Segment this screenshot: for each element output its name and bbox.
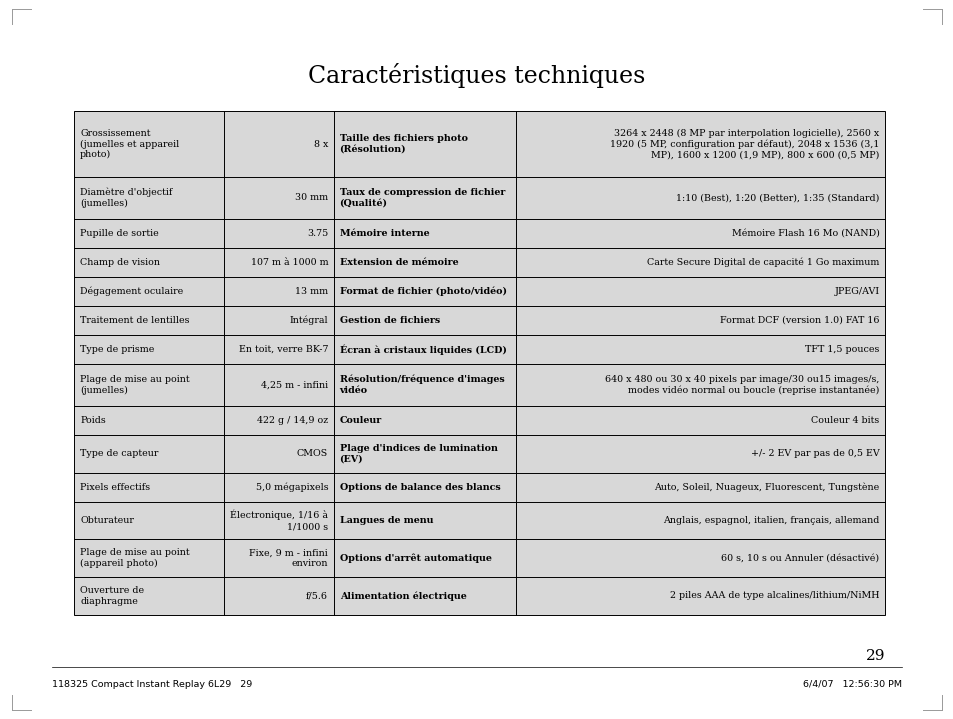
Text: Options de balance des blancs: Options de balance des blancs — [339, 482, 500, 492]
Text: 8 x: 8 x — [314, 139, 328, 149]
Text: Format DCF (version 1.0) FAT 16: Format DCF (version 1.0) FAT 16 — [720, 316, 879, 325]
Text: 118325 Compact Instant Replay 6L29   29: 118325 Compact Instant Replay 6L29 29 — [52, 680, 253, 689]
Bar — [74, 539, 884, 577]
Bar — [74, 435, 884, 472]
Text: 30 mm: 30 mm — [294, 193, 328, 202]
Text: Options d'arrêt automatique: Options d'arrêt automatique — [339, 554, 491, 563]
Text: Auto, Soleil, Nuageux, Fluorescent, Tungstène: Auto, Soleil, Nuageux, Fluorescent, Tung… — [654, 482, 879, 492]
Bar — [74, 406, 884, 435]
Bar — [74, 177, 884, 219]
Text: Ouverture de
diaphragme: Ouverture de diaphragme — [80, 586, 144, 606]
Text: Mémoire interne: Mémoire interne — [339, 229, 429, 238]
Text: Intégral: Intégral — [290, 316, 328, 325]
Text: Couleur 4 bits: Couleur 4 bits — [810, 416, 879, 425]
Text: Mémoire Flash 16 Mo (NAND): Mémoire Flash 16 Mo (NAND) — [731, 229, 879, 238]
Text: 13 mm: 13 mm — [294, 287, 328, 296]
Text: 3264 x 2448 (8 MP par interpolation logicielle), 2560 x
1920 (5 MP, configuratio: 3264 x 2448 (8 MP par interpolation logi… — [610, 129, 879, 160]
Bar — [74, 472, 884, 502]
Text: 1:10 (Best), 1:20 (Better), 1:35 (Standard): 1:10 (Best), 1:20 (Better), 1:35 (Standa… — [676, 193, 879, 202]
Text: Poids: Poids — [80, 416, 106, 425]
Text: Caractéristiques techniques: Caractéristiques techniques — [308, 63, 645, 88]
Text: CMOS: CMOS — [296, 449, 328, 458]
Text: Champ de vision: Champ de vision — [80, 258, 160, 267]
Text: Type de prisme: Type de prisme — [80, 345, 154, 354]
Text: 6/4/07   12:56:30 PM: 6/4/07 12:56:30 PM — [801, 680, 901, 689]
Text: Fixe, 9 m - infini
environ: Fixe, 9 m - infini environ — [249, 549, 328, 568]
Text: Gestion de fichiers: Gestion de fichiers — [339, 316, 439, 325]
Bar — [74, 111, 884, 615]
Text: Grossissement
(jumelles et appareil
photo): Grossissement (jumelles et appareil phot… — [80, 129, 179, 160]
Text: Diamètre d'objectif
(jumelles): Diamètre d'objectif (jumelles) — [80, 188, 172, 208]
Bar — [74, 502, 884, 539]
Text: Dégagement oculaire: Dégagement oculaire — [80, 287, 183, 296]
Text: Taux de compression de fichier
(Qualité): Taux de compression de fichier (Qualité) — [339, 188, 504, 208]
Text: Obturateur: Obturateur — [80, 516, 133, 525]
Bar — [74, 111, 884, 177]
Bar — [74, 577, 884, 615]
Text: Traitement de lentilles: Traitement de lentilles — [80, 316, 190, 325]
Text: Plage de mise au point
(jumelles): Plage de mise au point (jumelles) — [80, 375, 190, 395]
Bar — [74, 219, 884, 248]
Text: 60 s, 10 s ou Annuler (désactivé): 60 s, 10 s ou Annuler (désactivé) — [720, 554, 879, 563]
Bar — [74, 248, 884, 277]
Text: JPEG/AVI: JPEG/AVI — [834, 287, 879, 296]
Text: f/5.6: f/5.6 — [306, 592, 328, 600]
Text: Plage d'indices de lumination
(EV): Plage d'indices de lumination (EV) — [339, 444, 497, 464]
Text: Anglais, espagnol, italien, français, allemand: Anglais, espagnol, italien, français, al… — [662, 516, 879, 525]
Bar — [74, 277, 884, 306]
Text: Extension de mémoire: Extension de mémoire — [339, 258, 457, 267]
Text: Résolution/fréquence d'images
vidéo: Résolution/fréquence d'images vidéo — [339, 375, 504, 395]
Text: Taille des fichiers photo
(Résolution): Taille des fichiers photo (Résolution) — [339, 134, 467, 154]
Text: 5,0 mégapixels: 5,0 mégapixels — [255, 482, 328, 492]
Text: En toit, verre BK-7: En toit, verre BK-7 — [238, 345, 328, 354]
Text: Pixels effectifs: Pixels effectifs — [80, 482, 151, 492]
Bar — [74, 306, 884, 335]
Text: Format de fichier (photo/vidéo): Format de fichier (photo/vidéo) — [339, 287, 506, 296]
Text: Langues de menu: Langues de menu — [339, 516, 433, 525]
Bar — [74, 335, 884, 364]
Text: Électronique, 1/16 à
1/1000 s: Électronique, 1/16 à 1/1000 s — [230, 510, 328, 531]
Text: 4,25 m - infini: 4,25 m - infini — [261, 380, 328, 390]
Text: TFT 1,5 pouces: TFT 1,5 pouces — [804, 345, 879, 354]
Text: Plage de mise au point
(appareil photo): Plage de mise au point (appareil photo) — [80, 548, 190, 568]
Text: Pupille de sortie: Pupille de sortie — [80, 229, 159, 238]
Bar — [74, 364, 884, 406]
Text: Couleur: Couleur — [339, 416, 381, 425]
Text: Écran à cristaux liquides (LCD): Écran à cristaux liquides (LCD) — [339, 344, 506, 354]
Text: Carte Secure Digital de capacité 1 Go maximum: Carte Secure Digital de capacité 1 Go ma… — [646, 257, 879, 267]
Text: 640 x 480 ou 30 x 40 pixels par image/30 ou15 images/s,
modes vidéo normal ou bo: 640 x 480 ou 30 x 40 pixels par image/30… — [604, 375, 879, 395]
Text: 107 m à 1000 m: 107 m à 1000 m — [251, 258, 328, 267]
Text: 3.75: 3.75 — [307, 229, 328, 238]
Text: Type de capteur: Type de capteur — [80, 449, 158, 458]
Text: 422 g / 14,9 oz: 422 g / 14,9 oz — [256, 416, 328, 425]
Text: Alimentation électrique: Alimentation électrique — [339, 591, 466, 600]
Text: 29: 29 — [865, 649, 884, 663]
Text: 2 piles AAA de type alcalines/lithium/NiMH: 2 piles AAA de type alcalines/lithium/Ni… — [669, 592, 879, 600]
Text: +/- 2 EV par pas de 0,5 EV: +/- 2 EV par pas de 0,5 EV — [750, 449, 879, 458]
